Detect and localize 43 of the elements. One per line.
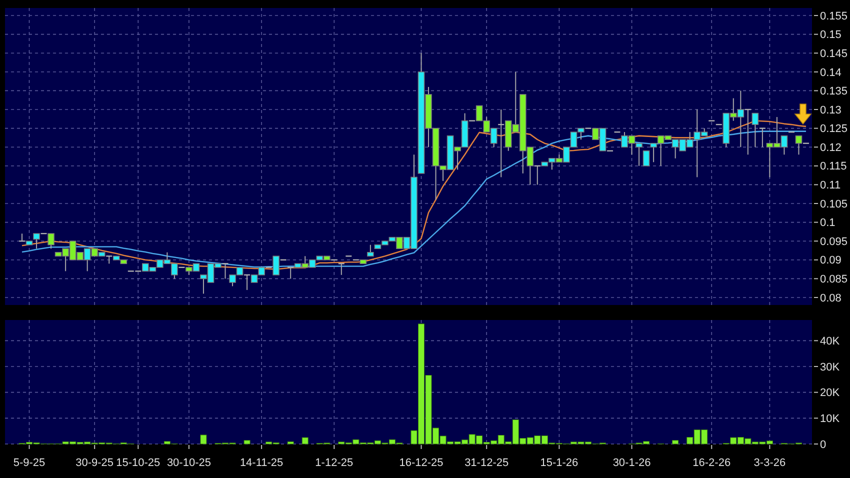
y-tick-label: 0.085	[820, 274, 848, 286]
x-tick-label: 16-12-25	[399, 457, 444, 469]
y-tick-label: 0.145	[820, 48, 848, 60]
candlestick	[752, 112, 759, 148]
y-tick-label: 0	[820, 438, 826, 451]
bar	[672, 440, 679, 444]
y-tick-label: 0.125	[820, 123, 848, 136]
bar	[244, 440, 250, 444]
y-tick-label: 10K	[820, 413, 840, 426]
y-tick-label: 0.135	[820, 86, 848, 98]
y-tick-label: 0.14	[820, 66, 842, 79]
y-tick-label: 0.12	[820, 142, 842, 154]
y-tick-label: 0.155	[820, 10, 848, 22]
y-tick-label: 0.09	[820, 254, 842, 267]
x-tick-label: 30-1-26	[612, 457, 651, 469]
y-tick-label: 30K	[820, 361, 840, 374]
x-tick-label: 5-9-25	[13, 457, 46, 469]
y-tick-label: 0.105	[820, 198, 848, 210]
x-tick-label: 15-1-26	[540, 457, 578, 469]
y-tick-label: 20K	[820, 387, 840, 400]
y-tick-label: 0.1	[820, 217, 836, 230]
x-tick-label: 3-3-26	[754, 457, 786, 469]
x-tick-label: 15-10-25	[116, 457, 160, 469]
x-tick-label: 1-12-25	[315, 457, 354, 469]
y-tick-label: 0.15	[820, 29, 842, 42]
x-tick-label: 30-10-25	[166, 457, 211, 469]
bar	[287, 441, 294, 444]
y-tick-label: 40K	[820, 336, 840, 348]
x-tick-label: 30-9-25	[76, 457, 114, 469]
x-tick-label: 31-12-25	[464, 457, 509, 469]
x-tick-label: 16-2-26	[692, 457, 731, 469]
bar	[200, 434, 207, 444]
candlestick	[272, 256, 280, 276]
bar	[302, 437, 308, 444]
y-tick-label: 0.13	[820, 104, 842, 116]
y-tick-label: 0.095	[820, 236, 848, 248]
x-tick-label: 14-11-25	[240, 457, 284, 469]
candlestick	[367, 244, 374, 257]
y-tick-label: 0.115	[820, 160, 847, 173]
y-tick-label: 0.11	[820, 180, 841, 192]
y-tick-label: 0.08	[820, 292, 842, 304]
candlestick	[758, 128, 766, 148]
candlestick	[642, 150, 650, 166]
